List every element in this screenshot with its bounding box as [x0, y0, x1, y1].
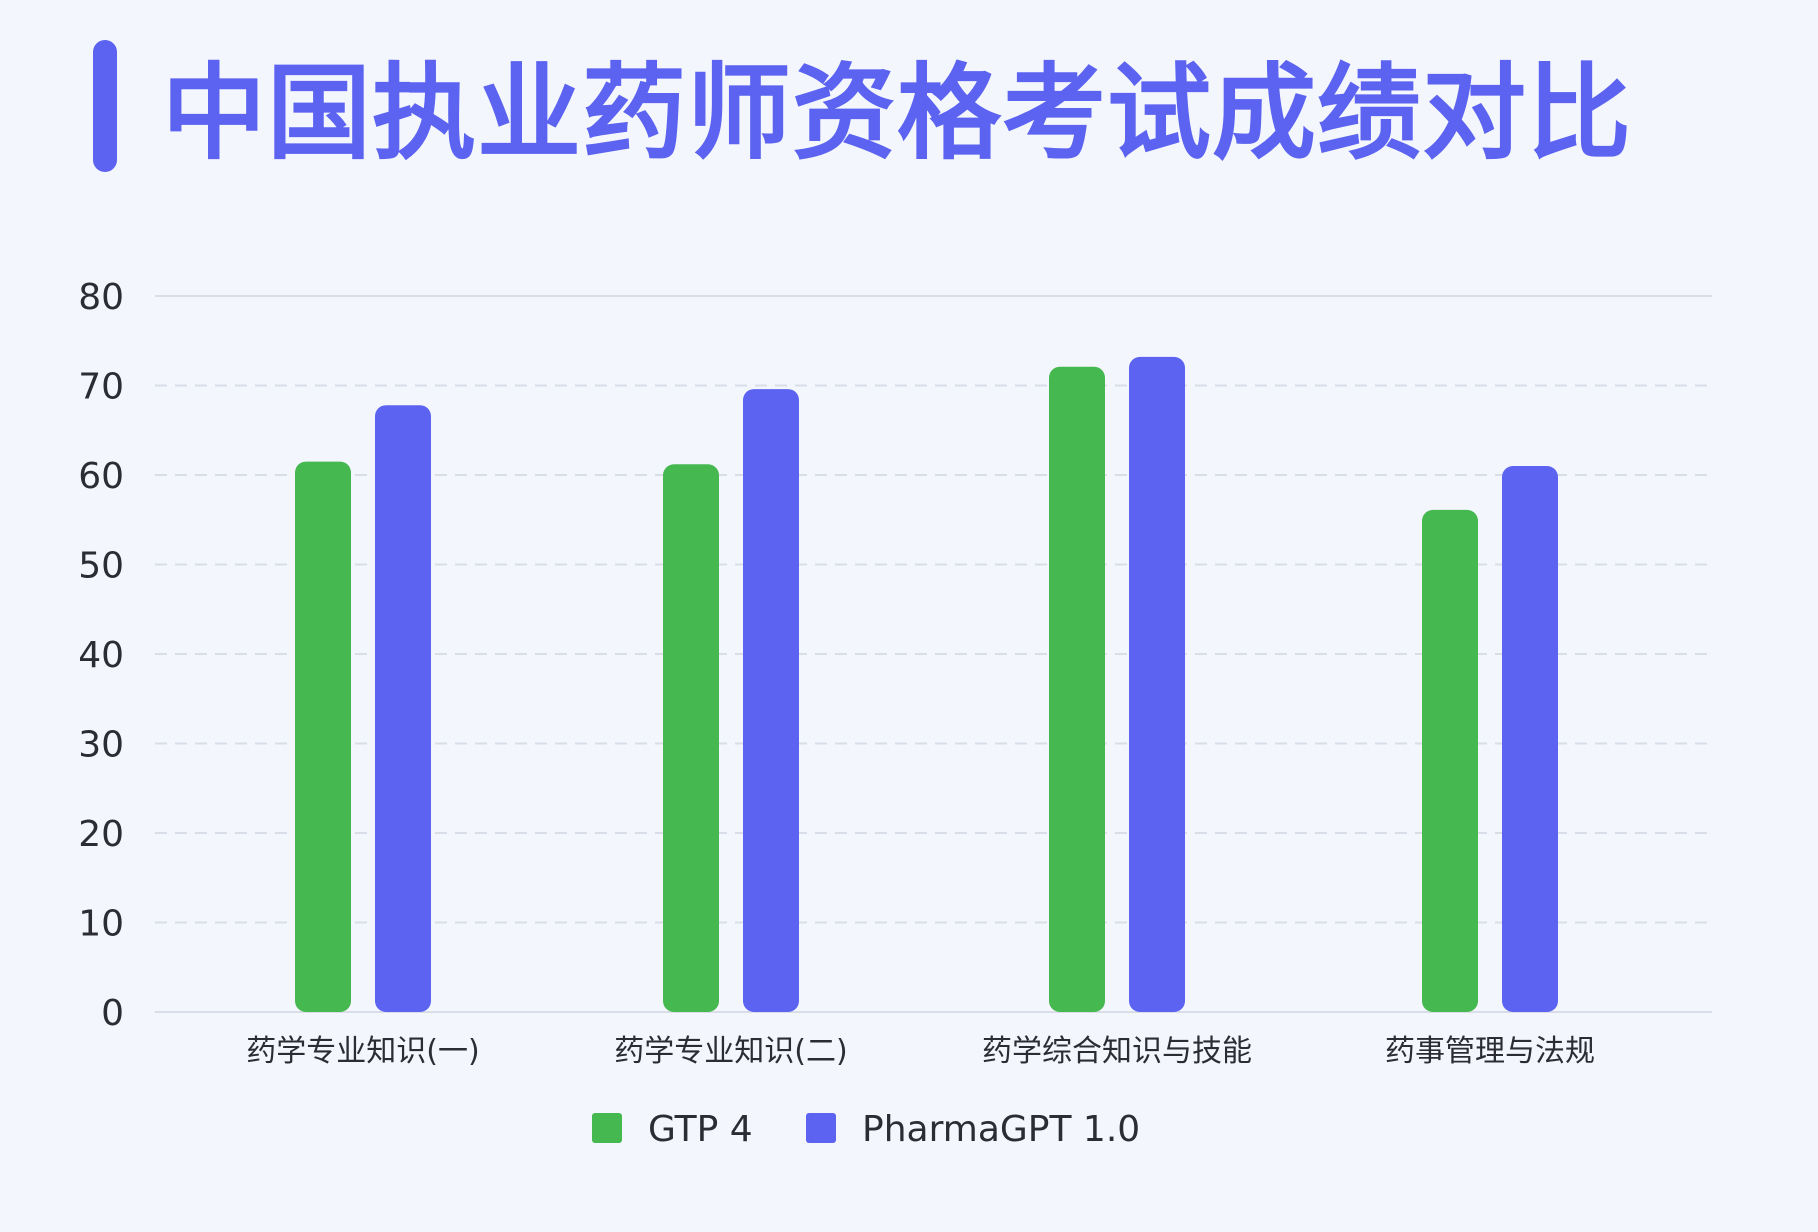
bar: [1502, 466, 1558, 1012]
y-tick-label: 70: [78, 367, 124, 408]
y-tick-label: 40: [78, 635, 124, 676]
bar: [375, 405, 431, 1012]
bar: [663, 464, 719, 1012]
legend-swatch: [592, 1113, 622, 1143]
y-tick-label: 10: [78, 904, 124, 945]
x-tick-label: 药学专业知识(二): [614, 1034, 847, 1069]
x-tick-label: 药学专业知识(一): [246, 1034, 479, 1069]
legend-label: PharmaGPT 1.0: [862, 1109, 1140, 1150]
x-tick-label: 药事管理与法规: [1385, 1034, 1595, 1069]
y-tick-label: 20: [78, 814, 124, 855]
page-title: 中国执业药师资格考试成绩对比: [162, 52, 1633, 174]
y-tick-label: 50: [78, 546, 124, 587]
y-tick-label: 30: [78, 725, 124, 766]
legend-label: GTP 4: [648, 1109, 753, 1150]
bar: [743, 389, 799, 1013]
title-accent-bar: [93, 40, 117, 172]
y-tick-label: 80: [78, 277, 124, 318]
bar: [1422, 509, 1478, 1012]
bar: [1129, 356, 1185, 1012]
bar: [295, 461, 351, 1012]
bar: [1049, 366, 1105, 1013]
legend-swatch: [806, 1113, 836, 1143]
x-tick-label: 药学综合知识与技能: [982, 1034, 1252, 1069]
y-tick-label: 60: [78, 456, 124, 497]
y-tick-label: 0: [101, 993, 124, 1034]
